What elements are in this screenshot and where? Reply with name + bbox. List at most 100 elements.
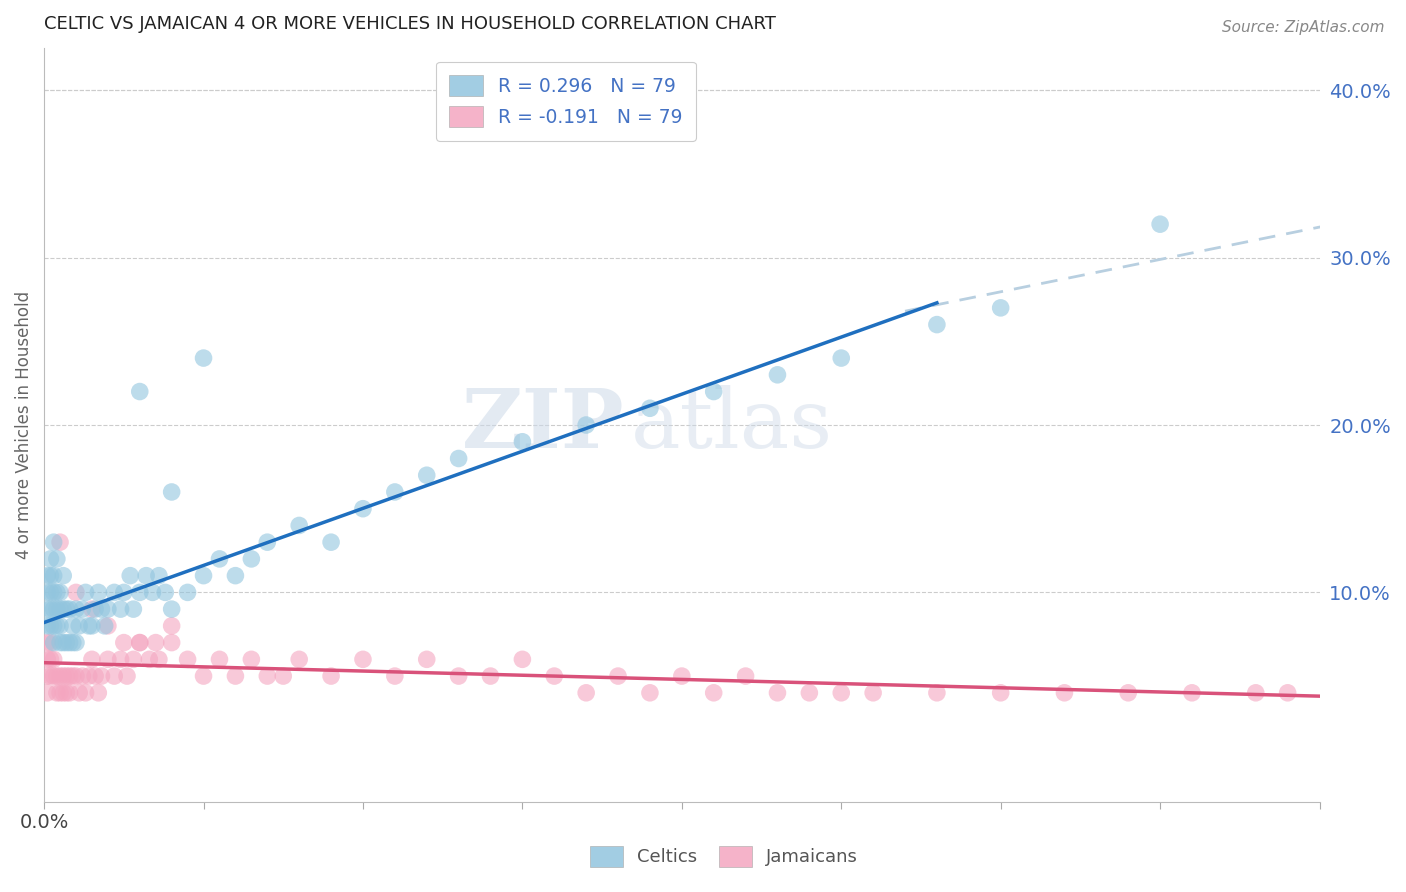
Point: [52, 635, 75, 649]
Point: [77, 669, 100, 683]
Text: Source: ZipAtlas.com: Source: ZipAtlas.com: [1222, 20, 1385, 35]
Point: [115, 669, 138, 683]
Point: [703, 686, 725, 700]
Point: [42, 669, 65, 683]
Point: [925, 686, 948, 700]
Point: [55, 635, 77, 649]
Point: [37, 686, 59, 700]
Point: [42, 535, 65, 549]
Point: [384, 669, 406, 683]
Point: [352, 652, 374, 666]
Point: [52, 602, 75, 616]
Point: [75, 686, 97, 700]
Point: [155, 585, 177, 599]
Point: [65, 585, 87, 599]
Point: [319, 535, 342, 549]
Point: [766, 368, 789, 382]
Point: [37, 669, 59, 683]
Point: [39, 619, 62, 633]
Point: [288, 518, 311, 533]
Point: [52, 669, 75, 683]
Point: [703, 384, 725, 399]
Point: [122, 602, 145, 616]
Point: [42, 585, 65, 599]
Point: [65, 635, 87, 649]
Point: [84, 602, 107, 616]
Point: [271, 669, 294, 683]
Point: [112, 585, 135, 599]
Point: [39, 585, 62, 599]
Point: [160, 485, 183, 500]
Point: [135, 568, 157, 582]
Point: [39, 652, 62, 666]
Point: [176, 585, 198, 599]
Point: [1116, 686, 1139, 700]
Point: [240, 652, 263, 666]
Point: [638, 686, 661, 700]
Point: [512, 652, 534, 666]
Point: [1277, 686, 1299, 700]
Point: [72, 602, 94, 616]
Point: [1244, 686, 1267, 700]
Point: [671, 669, 693, 683]
Point: [1149, 217, 1171, 231]
Point: [39, 568, 62, 582]
Point: [256, 535, 278, 549]
Point: [52, 686, 75, 700]
Point: [67, 686, 90, 700]
Point: [862, 686, 884, 700]
Point: [193, 669, 215, 683]
Point: [45, 585, 67, 599]
Point: [766, 686, 789, 700]
Text: ZIP: ZIP: [461, 385, 624, 465]
Point: [990, 686, 1012, 700]
Point: [256, 669, 278, 683]
Point: [45, 619, 67, 633]
Point: [55, 602, 77, 616]
Point: [97, 619, 120, 633]
Point: [42, 568, 65, 582]
Point: [176, 652, 198, 666]
Point: [59, 635, 82, 649]
Point: [45, 686, 67, 700]
Point: [128, 635, 150, 649]
Point: [59, 669, 82, 683]
Point: [128, 585, 150, 599]
Point: [607, 669, 630, 683]
Point: [42, 652, 65, 666]
Point: [65, 669, 87, 683]
Point: [45, 602, 67, 616]
Point: [39, 602, 62, 616]
Point: [37, 585, 59, 599]
Point: [39, 635, 62, 649]
Point: [138, 652, 160, 666]
Point: [148, 652, 170, 666]
Point: [240, 552, 263, 566]
Point: [49, 602, 72, 616]
Point: [1181, 686, 1204, 700]
Point: [75, 585, 97, 599]
Point: [120, 568, 142, 582]
Point: [52, 568, 75, 582]
Point: [512, 434, 534, 449]
Point: [1053, 686, 1076, 700]
Point: [575, 417, 598, 432]
Point: [830, 686, 852, 700]
Text: CELTIC VS JAMAICAN 4 OR MORE VEHICLES IN HOUSEHOLD CORRELATION CHART: CELTIC VS JAMAICAN 4 OR MORE VEHICLES IN…: [44, 15, 776, 33]
Point: [37, 652, 59, 666]
Point: [80, 619, 103, 633]
Point: [160, 635, 183, 649]
Point: [799, 686, 821, 700]
Point: [141, 585, 163, 599]
Point: [37, 568, 59, 582]
Point: [80, 652, 103, 666]
Point: [193, 568, 215, 582]
Point: [49, 635, 72, 649]
Point: [42, 619, 65, 633]
Point: [42, 635, 65, 649]
Point: [638, 401, 661, 416]
Point: [160, 602, 183, 616]
Point: [72, 669, 94, 683]
Point: [49, 619, 72, 633]
Point: [193, 351, 215, 365]
